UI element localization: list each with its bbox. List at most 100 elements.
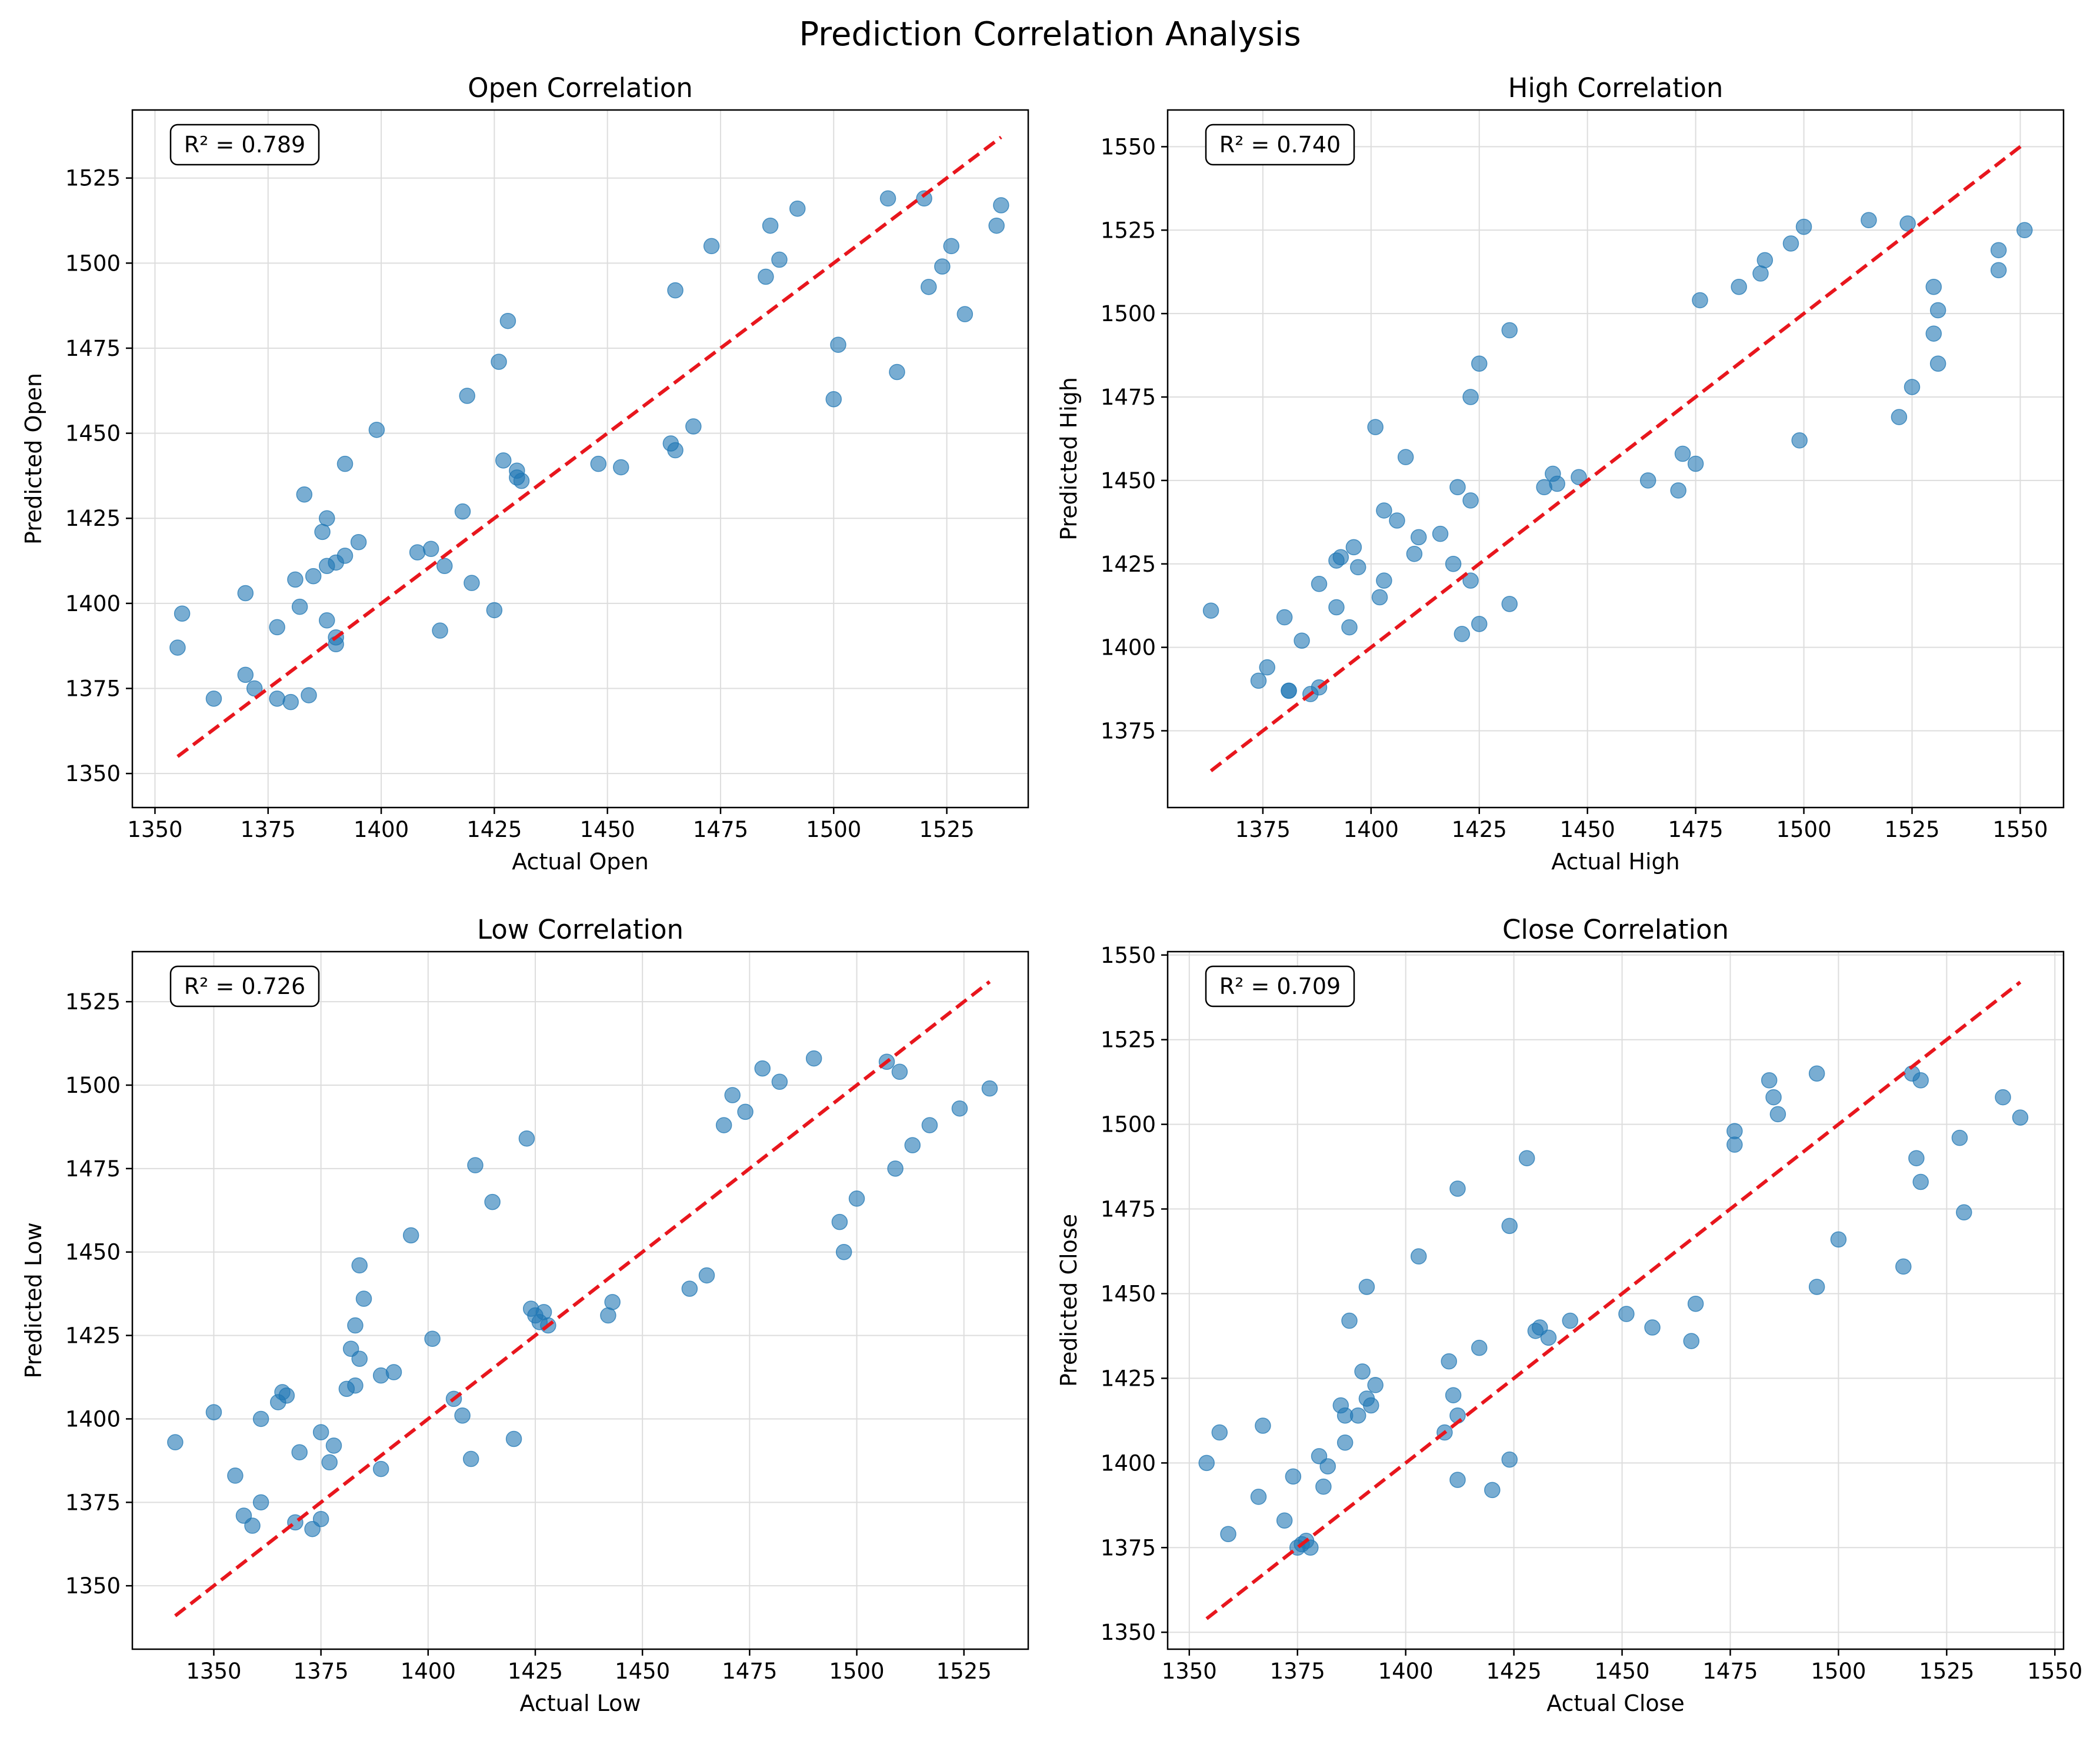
data-point: [1639, 472, 1656, 489]
data-point: [1791, 432, 1808, 449]
data-point: [1250, 672, 1267, 689]
y-axis-label: Predicted Open: [21, 373, 46, 545]
data-point: [351, 1257, 368, 1274]
r2-annotation: R² = 0.740: [1205, 124, 1355, 166]
data-point: [436, 558, 453, 574]
data-point: [943, 238, 959, 255]
subplot: 1350 1375 1400 1425 1450 1475 1500 1525 1350 1375…: [21, 72, 1029, 875]
x-tick-label: 1425: [466, 817, 522, 842]
data-point: [459, 388, 475, 404]
x-tick-label: 1500: [1776, 817, 1831, 842]
r2-box: [169, 124, 320, 166]
x-tick-label: 1550: [1992, 817, 2048, 842]
data-point: [1808, 1065, 1825, 1082]
data-point: [495, 452, 512, 469]
data-point: [1501, 1217, 1518, 1235]
data-point: [454, 503, 471, 520]
x-axis-label: Actual High: [1551, 849, 1679, 875]
y-tick-label: 1450: [1101, 1281, 1156, 1306]
y-tick-label: 1350: [1101, 1620, 1156, 1645]
data-point: [889, 363, 905, 381]
data-point: [1367, 419, 1384, 435]
y-tick-label: 1525: [65, 166, 121, 191]
data-point: [1471, 355, 1488, 372]
figure-title: Prediction Correlation Analysis: [799, 15, 1301, 54]
y-tick-label: 1350: [65, 761, 121, 786]
data-point: [464, 575, 480, 591]
data-point: [887, 1160, 904, 1177]
data-point: [1332, 549, 1349, 566]
data-point: [1929, 355, 1946, 372]
data-point: [237, 666, 254, 683]
data-point: [1501, 322, 1518, 339]
y-axis-label: Predicted Close: [1056, 1214, 1082, 1387]
data-point: [590, 455, 607, 472]
axes-frame: [131, 950, 1029, 1650]
data-point: [1336, 1435, 1354, 1451]
data-point: [1904, 379, 1921, 395]
data-point: [1445, 556, 1462, 572]
gridlines: [132, 110, 1028, 808]
data-point: [1726, 1136, 1743, 1153]
data-point: [1255, 1417, 1271, 1434]
data-point: [1462, 492, 1479, 509]
data-point: [244, 1517, 261, 1534]
data-point: [1449, 1180, 1466, 1197]
data-point: [1406, 545, 1423, 562]
y-tick-label: 1500: [1101, 1112, 1156, 1137]
data-point: [1220, 1526, 1236, 1543]
data-point: [1687, 455, 1704, 472]
data-point: [1315, 1478, 1332, 1495]
data-point: [312, 1424, 329, 1440]
data-point: [1358, 1279, 1375, 1295]
data-point: [1795, 218, 1812, 235]
subplot: 1375 1400 1425 1450 1475 1500 1525 1550 1375 1400…: [1056, 72, 2065, 875]
data-point: [916, 190, 932, 207]
y-tick-label: 1450: [1101, 468, 1156, 493]
data-point: [422, 541, 439, 558]
data-point: [1445, 1387, 1462, 1403]
data-point: [205, 690, 222, 707]
data-point: [1765, 1089, 1782, 1106]
x-tick-label: 1525: [1919, 1659, 1974, 1684]
data-point: [484, 1193, 501, 1210]
data-point: [336, 455, 354, 472]
data-point: [698, 1267, 715, 1284]
y-tick-label: 1400: [65, 591, 121, 616]
data-point: [1925, 279, 1942, 295]
data-point: [1912, 1173, 1929, 1190]
data-point: [237, 585, 254, 602]
data-point: [505, 1430, 522, 1447]
scatter-series: [167, 1050, 998, 1537]
x-tick-label: 1475: [1668, 817, 1724, 842]
data-point: [612, 459, 629, 476]
data-point: [771, 251, 788, 268]
y-tick-label: 1550: [1101, 134, 1156, 159]
r2-box: [169, 965, 320, 1008]
data-point: [754, 1060, 771, 1077]
r2-text: R² = 0.709: [1219, 973, 1341, 999]
data-point: [667, 282, 684, 299]
y-tick-label: 1375: [1101, 1535, 1156, 1560]
data-point: [835, 1243, 852, 1260]
data-point: [1454, 626, 1471, 642]
data-point: [1410, 1248, 1427, 1265]
x-tick-label: 1475: [693, 817, 748, 842]
data-point: [1644, 1319, 1661, 1336]
data-point: [174, 605, 191, 622]
x-tick-label: 1450: [580, 817, 635, 842]
data-point: [1990, 262, 2007, 279]
x-tick-label: 1375: [294, 1659, 349, 1684]
data-point: [758, 268, 774, 285]
y-tick-label: 1550: [1101, 943, 1156, 968]
data-point: [296, 486, 313, 503]
data-point: [462, 1450, 479, 1467]
data-point: [1756, 252, 1774, 269]
data-point: [454, 1407, 471, 1424]
data-point: [1518, 1150, 1535, 1166]
data-point: [1995, 1089, 2011, 1106]
data-point: [1471, 616, 1488, 632]
y-tick-label: 1525: [65, 989, 121, 1015]
data-point: [372, 1460, 389, 1477]
data-point: [825, 391, 842, 408]
